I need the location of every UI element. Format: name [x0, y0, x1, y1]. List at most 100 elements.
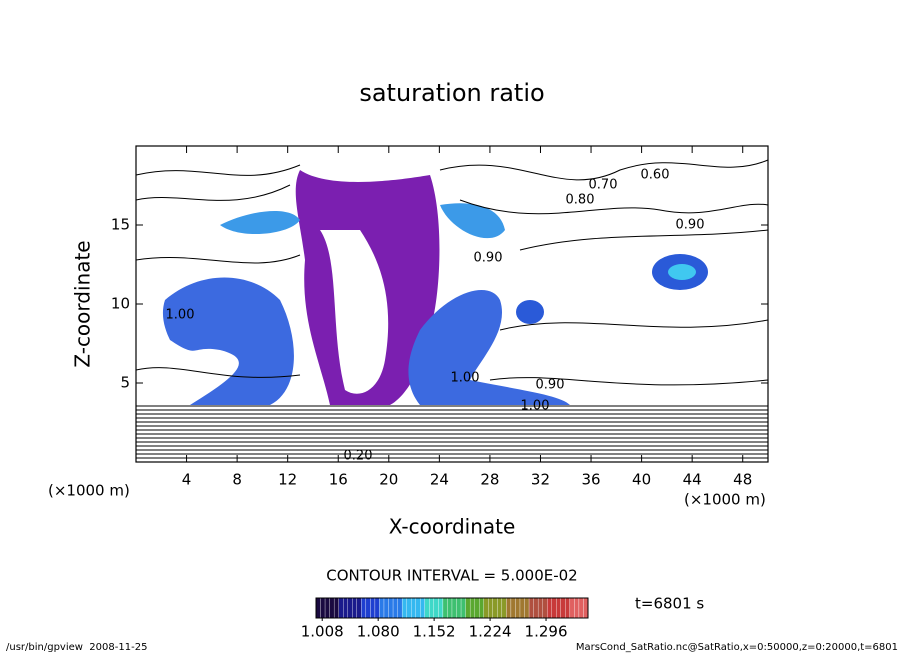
x-tick-label: 4 — [182, 471, 192, 489]
x-tick-label: 36 — [581, 471, 600, 489]
time-label: t=6801 s — [635, 595, 704, 613]
colorbar-swatch — [429, 597, 435, 619]
colorbar-swatch — [560, 597, 566, 619]
blue-region — [162, 277, 294, 405]
colorbar-swatch — [497, 597, 503, 619]
colorbar-tick-label: 1.224 — [469, 623, 512, 641]
colorbar-swatch — [465, 597, 471, 619]
colorbar-tick-label: 1.152 — [413, 623, 456, 641]
blue-region — [408, 290, 570, 405]
colorbar-swatch — [515, 597, 521, 619]
y-tick-label: 15 — [111, 216, 130, 234]
x-tick-label: 16 — [329, 471, 348, 489]
colorbar-swatch — [333, 597, 339, 619]
contour-lines — [135, 159, 769, 386]
colorbar-swatch — [574, 597, 580, 619]
contour-label: 0.90 — [676, 218, 705, 233]
colorbar-tick-label: 1.080 — [357, 623, 400, 641]
colorbar-swatch — [524, 597, 530, 619]
colorbar-swatch — [352, 597, 357, 619]
colorbar-swatch — [374, 597, 380, 619]
cyan-region — [668, 264, 696, 280]
colorbar-swatch — [383, 597, 389, 619]
footer-right: MarsCond_SatRatio.nc@SatRatio,x=0:50000,… — [576, 642, 898, 653]
colorbar-swatch — [411, 597, 416, 619]
colorbar-swatch — [483, 597, 489, 619]
x-tick-label: 32 — [531, 471, 550, 489]
clear-region — [320, 230, 389, 394]
colorbar-swatch — [547, 597, 552, 619]
colorbar-swatch — [519, 597, 525, 619]
colorbar-swatch — [510, 597, 516, 619]
colorbar-swatch — [456, 597, 462, 619]
contour-label: 0.20 — [344, 449, 373, 464]
y-tick-label: 5 — [120, 374, 130, 392]
colorbar-swatch — [324, 597, 330, 619]
colorbar-swatch — [329, 597, 335, 619]
colorbar-swatch — [528, 597, 534, 619]
x-tick-label: 20 — [379, 471, 398, 489]
field — [135, 159, 769, 405]
colorbar-swatch — [578, 597, 584, 619]
blue-region — [516, 300, 544, 324]
colorbar-swatch — [556, 597, 561, 619]
contour-label: 1.00 — [451, 371, 480, 386]
colorbar-swatch — [506, 597, 512, 619]
colorbar-swatch — [343, 597, 348, 619]
x-tick-label: 48 — [733, 471, 752, 489]
colorbar-swatch — [433, 597, 439, 619]
colorbar-swatch — [361, 597, 367, 619]
colorbar-swatch — [420, 597, 425, 619]
footer-left: /usr/bin/gpview 2008-11-25 — [6, 642, 147, 653]
contour-label: 0.80 — [566, 193, 595, 208]
colorbar-swatch — [370, 597, 376, 619]
colorbar-swatch — [479, 597, 484, 619]
contour-interval: CONTOUR INTERVAL = 5.000E-02 — [326, 567, 577, 585]
colorbar-swatch — [447, 597, 453, 619]
colorbar-swatch — [320, 597, 326, 619]
colorbar-swatch — [388, 597, 394, 619]
x-unit-right: (×1000 m) — [684, 491, 766, 509]
colorbar-swatch — [442, 597, 448, 619]
colorbar-tick-label: 1.296 — [525, 623, 568, 641]
x-axis-label: X-coordinate — [389, 515, 516, 539]
colorbar-swatch — [583, 597, 589, 619]
colorbar-swatch — [474, 597, 480, 619]
colorbar-swatch — [569, 597, 575, 619]
colorbar-frame — [315, 597, 589, 619]
colorbar-swatch — [356, 597, 362, 619]
colorbar-swatch — [460, 597, 466, 619]
colorbar-swatch — [451, 597, 457, 619]
colorbar-swatch — [347, 597, 353, 619]
colorbar-swatch — [488, 597, 493, 619]
y-axis-label: Z-coordinate — [71, 240, 95, 367]
colorbar-swatch — [501, 597, 507, 619]
colorbar-swatch — [565, 597, 571, 619]
contour-label: 0.60 — [641, 168, 670, 183]
chart-title: saturation ratio — [359, 79, 544, 107]
colorbar-swatch — [469, 597, 475, 619]
x-tick-label: 24 — [430, 471, 449, 489]
colorbar-swatch — [537, 597, 543, 619]
blue-region — [220, 203, 505, 239]
contour-label: 0.90 — [536, 378, 565, 393]
contour-label: 1.00 — [166, 308, 195, 323]
x-tick-label: 12 — [278, 471, 297, 489]
colorbar-swatch — [424, 597, 430, 619]
colorbar-swatch — [492, 597, 498, 619]
colorbar-swatch — [438, 597, 444, 619]
colorbar-swatch — [542, 597, 548, 619]
colorbar-swatch — [315, 597, 321, 619]
colorbar-swatch — [338, 597, 344, 619]
colorbar-tick-label: 1.008 — [301, 623, 344, 641]
colorbar-swatch — [397, 597, 403, 619]
x-tick-label: 40 — [632, 471, 651, 489]
colorbar-swatch — [551, 597, 557, 619]
contour-label: 0.70 — [589, 178, 618, 193]
x-unit: (×1000 m) — [48, 482, 130, 500]
colorbar-swatch — [365, 597, 371, 619]
x-tick-label: 44 — [683, 471, 702, 489]
contour-label: 1.00 — [521, 399, 550, 414]
x-tick-label: 28 — [480, 471, 499, 489]
